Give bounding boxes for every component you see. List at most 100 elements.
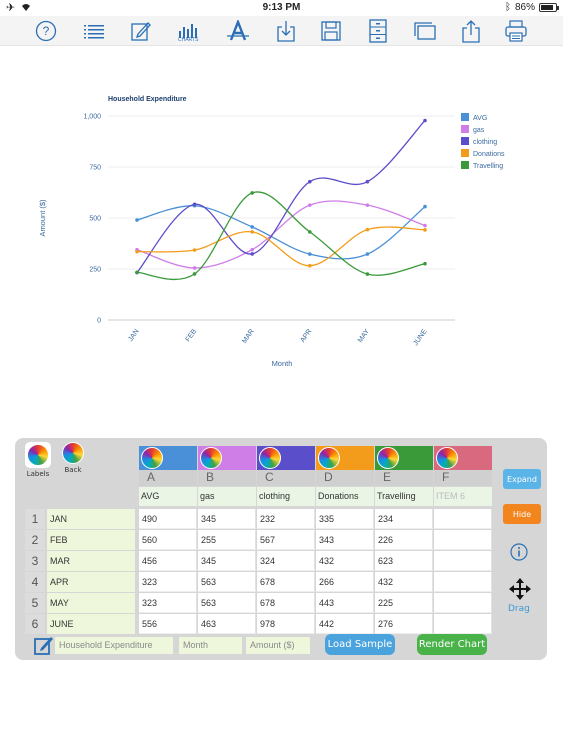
table-cell[interactable]: 463 <box>198 614 256 634</box>
table-cell[interactable]: 678 <box>257 593 315 613</box>
table-cell[interactable]: 323 <box>139 572 197 592</box>
color-wheel-icon <box>259 447 281 469</box>
table-cell[interactable]: 443 <box>316 593 374 613</box>
row-label-field[interactable]: MAR <box>47 551 135 571</box>
table-cell[interactable]: 560 <box>139 530 197 550</box>
column-color-picker[interactable] <box>198 446 256 470</box>
table-cell[interactable]: 232 <box>257 509 315 529</box>
table-cell[interactable]: 567 <box>257 530 315 550</box>
svg-text:?: ? <box>43 24 50 38</box>
expand-button[interactable]: Expand <box>503 469 541 489</box>
labels-button-label: Labels <box>26 470 50 478</box>
back-button[interactable]: Back <box>62 442 84 474</box>
table-cell[interactable]: 345 <box>198 551 256 571</box>
data-point <box>250 225 254 229</box>
table-cell[interactable]: 556 <box>139 614 197 634</box>
data-point <box>423 204 427 209</box>
table-cell[interactable] <box>434 614 492 634</box>
table-cell[interactable]: 456 <box>139 551 197 571</box>
x-tick-label: JUNE <box>412 328 428 347</box>
font-style-button[interactable] <box>225 19 251 43</box>
row-label-field[interactable]: MAY <box>47 593 135 613</box>
table-cell[interactable]: 978 <box>257 614 315 634</box>
table-cell[interactable]: 276 <box>375 614 433 634</box>
table-cell[interactable]: 442 <box>316 614 374 634</box>
data-point <box>192 272 197 276</box>
download-button[interactable] <box>273 19 299 43</box>
data-point <box>423 228 427 232</box>
table-cell[interactable] <box>434 572 492 592</box>
labels-button[interactable]: Labels <box>25 442 51 478</box>
color-wheel-icon <box>25 442 51 468</box>
data-point <box>135 249 139 254</box>
table-cell[interactable]: 255 <box>198 530 256 550</box>
render-chart-button[interactable]: Render Chart <box>417 634 487 655</box>
table-cell[interactable]: 432 <box>316 551 374 571</box>
row-label-field[interactable]: APR <box>47 572 135 592</box>
column-color-picker[interactable] <box>316 446 374 470</box>
windows-button[interactable] <box>412 19 438 43</box>
help-button[interactable]: ? <box>33 19 59 43</box>
row-label-field[interactable]: JAN <box>47 509 135 529</box>
load-sample-button[interactable]: Load Sample <box>325 634 395 655</box>
table-cell[interactable] <box>434 593 492 613</box>
column-name-field[interactable]: Travelling <box>375 487 434 506</box>
table-cell[interactable]: 432 <box>375 572 433 592</box>
hide-button[interactable]: Hide <box>503 504 541 524</box>
column-name-field[interactable]: ITEM 6 <box>434 487 493 506</box>
data-point <box>365 227 370 232</box>
table-cell[interactable]: 345 <box>198 509 256 529</box>
table-cell[interactable]: 226 <box>375 530 433 550</box>
charts-label: CHARTS <box>178 37 199 43</box>
row-label-field[interactable]: JUNE <box>47 614 135 634</box>
table-cell[interactable]: 323 <box>139 593 197 613</box>
table-cell[interactable] <box>434 551 492 571</box>
column-name-field[interactable]: gas <box>198 487 257 506</box>
column-color-picker[interactable] <box>257 446 315 470</box>
back-button-label: Back <box>64 466 82 474</box>
color-wheel-icon <box>141 447 163 469</box>
share-button[interactable] <box>458 19 484 43</box>
column-letter: E <box>375 470 433 486</box>
legend-label: clothing <box>473 139 497 146</box>
y-axis-label-input[interactable]: Amount ($) <box>246 637 310 654</box>
column-color-picker[interactable] <box>139 446 197 470</box>
save-button[interactable] <box>318 19 344 43</box>
table-cell[interactable]: 623 <box>375 551 433 571</box>
table-cell[interactable]: 225 <box>375 593 433 613</box>
table-cell[interactable]: 266 <box>316 572 374 592</box>
x-axis-label-input[interactable]: Month <box>179 637 242 654</box>
table-cell[interactable]: 324 <box>257 551 315 571</box>
data-point <box>308 203 312 207</box>
table-cell[interactable]: 563 <box>198 593 256 613</box>
column-name-field[interactable]: Donations <box>316 487 375 506</box>
info-button[interactable] <box>510 543 528 566</box>
table-cell[interactable]: 335 <box>316 509 374 529</box>
table-cell[interactable]: 234 <box>375 509 433 529</box>
column-name-field[interactable]: clothing <box>257 487 316 506</box>
series-line-clothing <box>136 120 426 274</box>
battery-icon <box>539 3 559 12</box>
chart-title-input[interactable]: Household Expenditure <box>55 637 173 654</box>
table-cell[interactable] <box>434 509 492 529</box>
column-name-field[interactable]: AVG <box>139 487 198 506</box>
table-cell[interactable]: 563 <box>198 572 256 592</box>
row-label-field[interactable]: FEB <box>47 530 135 550</box>
list-button[interactable] <box>81 19 107 43</box>
font-style-icon <box>227 20 249 41</box>
table-cell[interactable] <box>434 530 492 550</box>
column-color-picker[interactable] <box>434 446 492 470</box>
table-cell[interactable]: 343 <box>316 530 374 550</box>
table-cell[interactable]: 678 <box>257 572 315 592</box>
files-button[interactable] <box>365 19 391 43</box>
edit-button[interactable] <box>128 19 154 43</box>
table-cell[interactable]: 490 <box>139 509 197 529</box>
drag-handle[interactable] <box>509 578 531 605</box>
column-color-picker[interactable] <box>375 446 433 470</box>
row-index: 1 <box>25 509 45 529</box>
color-wheel-icon <box>318 447 340 469</box>
edit-labels-button[interactable] <box>34 635 54 660</box>
charts-button[interactable]: CHARTS <box>176 19 202 43</box>
info-icon <box>510 543 528 561</box>
print-button[interactable] <box>503 19 529 43</box>
